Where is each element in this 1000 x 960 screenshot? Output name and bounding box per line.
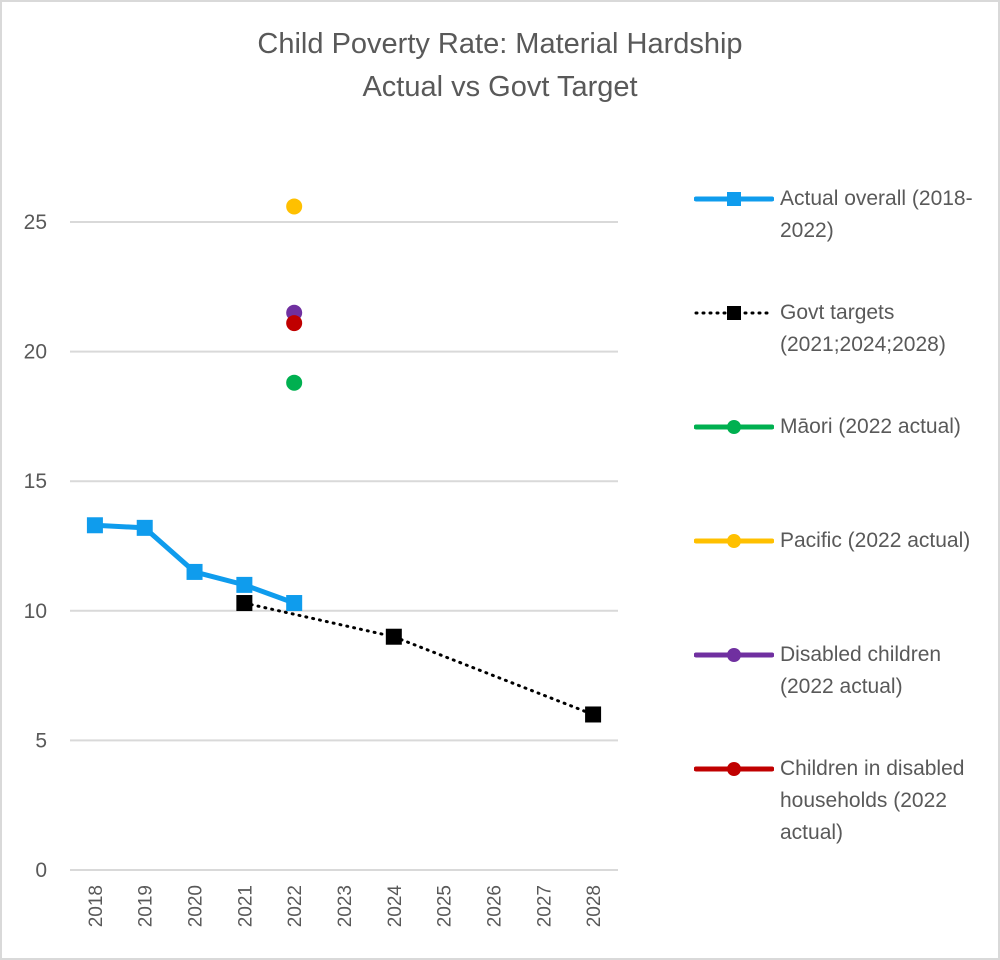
- x-tick-label: 2027: [534, 885, 555, 927]
- x-tick-label: 2018: [86, 885, 107, 927]
- chart-title: Child Poverty Rate: Material Hardship: [257, 28, 743, 60]
- legend-item-govt-targets[interactable]: Govt targets (2021;2024;2028): [694, 297, 994, 407]
- data-point-square: [236, 576, 253, 593]
- y-tick-label: 15: [24, 470, 47, 493]
- x-tick-label: 2025: [435, 885, 456, 927]
- legend-symbol-red-circle-line-icon: [694, 762, 774, 776]
- data-point-circle: [286, 315, 303, 332]
- legend-label: Govt targets (2021;2024;2028): [780, 301, 946, 356]
- legend-item-maori[interactable]: Māori (2022 actual): [694, 411, 994, 521]
- y-tick-label: 25: [24, 211, 47, 234]
- legend-item-children-disabled-households[interactable]: Children in disabled households (2022 ac…: [694, 753, 994, 863]
- chart-subtitle: Actual vs Govt Target: [362, 71, 638, 103]
- x-tick-label: 2022: [285, 885, 306, 927]
- data-point-square: [236, 595, 253, 612]
- data-point-square: [286, 595, 303, 612]
- legend-symbol-green-circle-line-icon: [694, 420, 774, 434]
- data-point-square: [585, 706, 602, 723]
- data-point-circle: [286, 374, 303, 391]
- legend-label: Māori (2022 actual): [780, 415, 961, 438]
- y-tick-label: 0: [35, 859, 47, 882]
- data-point-square: [136, 519, 153, 536]
- legend-item-actual-overall[interactable]: Actual overall (2018-2022): [694, 183, 994, 293]
- data-point-circle: [286, 198, 303, 215]
- legend-label: Disabled children (2022 actual): [780, 643, 942, 698]
- legend-label: Pacific (2022 actual): [780, 529, 971, 552]
- x-tick-label: 2026: [484, 885, 505, 927]
- legend-symbol-yellow-circle-line-icon: [694, 534, 774, 548]
- y-tick-label: 10: [24, 600, 47, 623]
- data-point-square: [186, 563, 203, 580]
- legend-item-disabled-children[interactable]: Disabled children (2022 actual): [694, 639, 994, 749]
- legend-label: Actual overall (2018-2022): [780, 187, 973, 242]
- legend-symbol-black-square-dotted-icon: [694, 306, 774, 320]
- legend-symbol-blue-square-line-icon: [694, 192, 774, 206]
- x-tick-label: 2019: [136, 885, 157, 927]
- x-tick-label: 2028: [584, 885, 605, 927]
- x-tick-label: 2021: [235, 885, 256, 927]
- series-line: [242, 601, 595, 716]
- data-point-square: [385, 628, 402, 645]
- x-tick-label: 2024: [385, 885, 406, 928]
- x-tick-label: 2023: [335, 885, 356, 927]
- y-tick-label: 5: [35, 729, 47, 752]
- legend-symbol-purple-circle-line-icon: [694, 648, 774, 662]
- legend-label: Children in disabled households (2022 ac…: [780, 757, 965, 844]
- data-point-square: [86, 517, 103, 534]
- legend-item-pacific[interactable]: Pacific (2022 actual): [694, 525, 994, 635]
- x-tick-label: 2020: [186, 885, 207, 927]
- y-tick-label: 20: [24, 341, 47, 364]
